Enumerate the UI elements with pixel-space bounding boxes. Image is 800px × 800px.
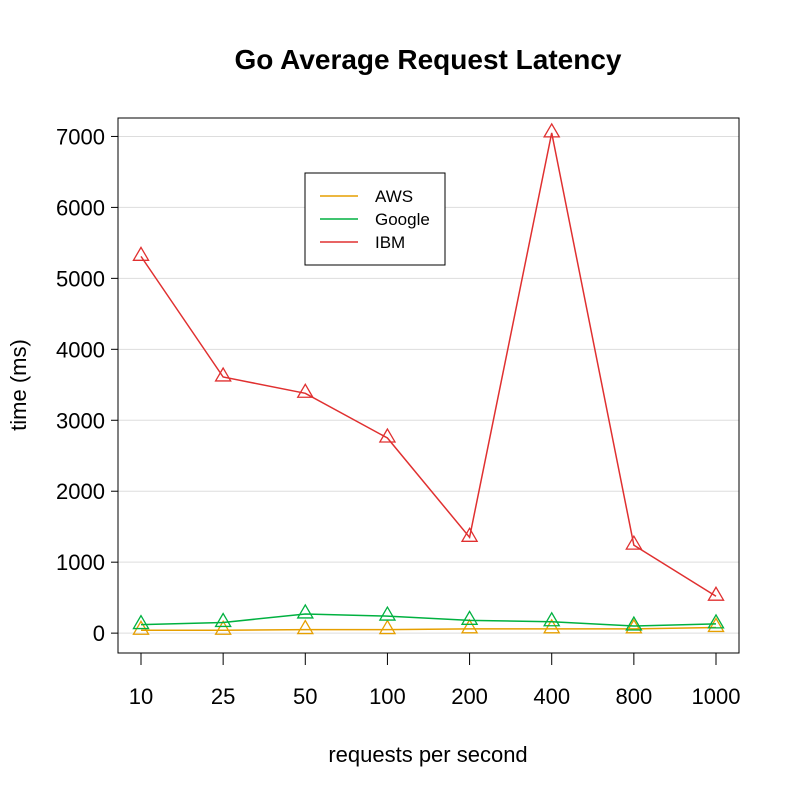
data-point [214, 612, 232, 628]
legend-label: Google [375, 210, 430, 229]
series-line [140, 613, 717, 627]
data-point [214, 620, 232, 635]
x-tick-label: 10 [129, 684, 153, 709]
data-point [378, 619, 397, 635]
plot-frame [117, 117, 740, 654]
x-axis-label: requests per second [328, 742, 527, 767]
x-tick-label: 200 [451, 684, 488, 709]
series-line [141, 626, 717, 632]
y-tick-label: 7000 [56, 124, 105, 149]
y-tick-label: 0 [93, 621, 105, 646]
data-point [378, 427, 397, 443]
data-point [460, 527, 479, 542]
grid-lines [118, 135, 739, 634]
legend-label: IBM [375, 233, 405, 252]
x-tick-label: 400 [533, 684, 570, 709]
y-axis-label: time (ms) [6, 339, 31, 431]
data-point [543, 611, 561, 627]
x-tick-label: 100 [369, 684, 406, 709]
series-google [132, 603, 725, 631]
data-point [543, 122, 561, 138]
y-tick-label: 3000 [56, 408, 105, 433]
data-point [132, 614, 150, 630]
data-point [296, 603, 314, 619]
legend-label: AWS [375, 187, 413, 206]
data-point [132, 620, 150, 635]
legend: AWS Google IBM [304, 172, 446, 266]
data-point [707, 613, 725, 629]
data-point [132, 246, 150, 261]
y-tick-label: 4000 [56, 337, 105, 362]
x-tick-label: 1000 [692, 684, 741, 709]
series-line [140, 132, 717, 597]
data-point [460, 610, 479, 625]
y-tick-label: 5000 [56, 266, 105, 291]
data-point [214, 366, 232, 382]
y-tick-label: 6000 [56, 195, 105, 220]
axes: 0 1000 2000 3000 4000 5000 6000 7000 10 25 50 100 20… [56, 124, 740, 709]
data-point [296, 619, 314, 635]
series-ibm [132, 122, 725, 601]
chart-title: Go Average Request Latency [235, 44, 622, 75]
x-tick-label: 800 [615, 684, 652, 709]
y-tick-label: 2000 [56, 479, 105, 504]
data-point [625, 615, 643, 631]
x-tick-label: 25 [211, 684, 235, 709]
y-tick-label: 1000 [56, 550, 105, 575]
data-point [460, 618, 479, 634]
data-point [296, 383, 314, 398]
series-lines [132, 122, 725, 635]
data-point [707, 617, 725, 633]
data-point [707, 585, 725, 601]
data-point [378, 605, 397, 621]
x-tick-label: 50 [293, 684, 317, 709]
data-point [625, 534, 643, 550]
